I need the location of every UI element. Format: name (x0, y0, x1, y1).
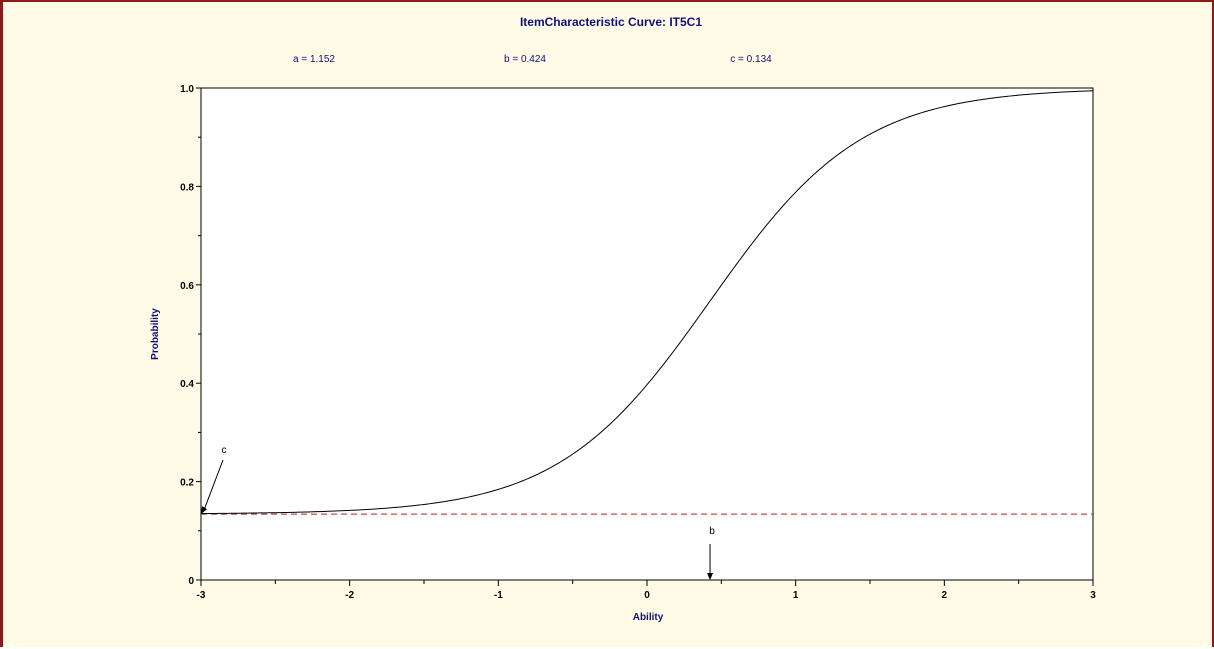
annotation-c-label: c (222, 445, 227, 456)
icc-chart: ItemCharacteristic Curve: IT5C1 a = 1.15… (150, 15, 1096, 623)
x-tick-label: 3 (1090, 590, 1096, 601)
chart-title: ItemCharacteristic Curve: IT5C1 (520, 15, 702, 29)
x-axis-label: Ability (633, 612, 664, 623)
x-tick-label: -3 (197, 590, 206, 601)
param-a: a = 1.152 (293, 54, 335, 65)
icc-curve (200, 90, 1094, 515)
y-tick-label: 0.4 (180, 379, 194, 390)
param-c: c = 0.134 (730, 54, 772, 65)
x-tick-label: 2 (942, 590, 948, 601)
annotation-b-arrowhead (707, 573, 714, 580)
x-tick-label: 0 (644, 590, 650, 601)
y-axis-label: Probability (150, 308, 161, 360)
annotation-b: b (707, 526, 715, 580)
y-tick-label: 0 (188, 576, 194, 587)
plot-area (200, 87, 1094, 581)
y-axis: 0 0.2 0.4 0.6 0.8 1.0 (180, 84, 201, 587)
annotation-c-arrowhead (201, 506, 207, 515)
annotation-c: c (201, 445, 227, 515)
x-tick-label: -1 (494, 590, 503, 601)
annotation-c-arrow (203, 459, 224, 511)
y-tick-label: 0.6 (180, 281, 194, 292)
param-b: b = 0.424 (504, 54, 546, 65)
annotation-b-label: b (709, 526, 715, 537)
y-tick-label: 0.8 (180, 182, 194, 193)
y-tick-label: 0.2 (180, 478, 194, 489)
x-tick-label: 1 (793, 590, 799, 601)
x-axis: -3 -2 -1 0 1 2 3 (197, 580, 1096, 601)
x-tick-label: -2 (345, 590, 354, 601)
y-tick-label: 1.0 (180, 84, 194, 95)
